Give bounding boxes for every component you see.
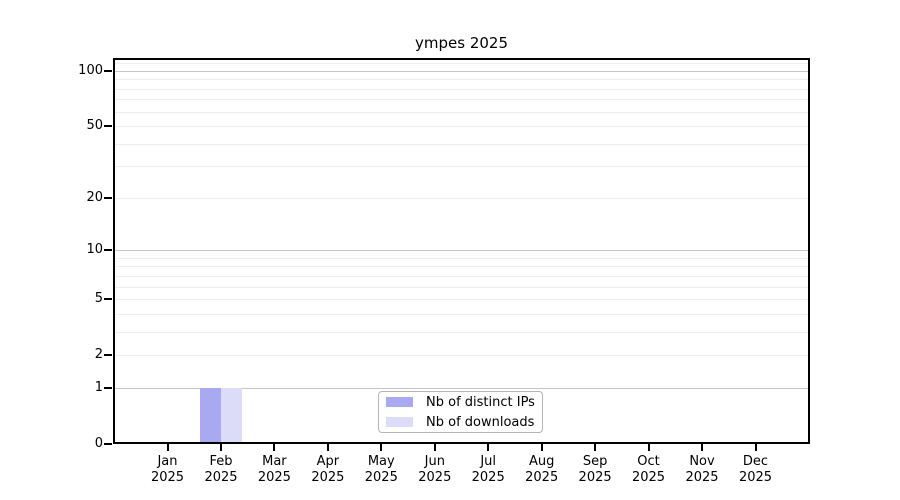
minor-gridline-20 — [113, 197, 810, 199]
minor-gridline-9 — [113, 257, 810, 259]
x-tick-apr-2025 — [326, 444, 329, 451]
y-tick-label-0: 0 — [94, 436, 103, 451]
x-tick-jan-2025 — [166, 444, 169, 451]
major-gridline-1 — [113, 388, 810, 389]
bar-feb-2025-series-1 — [221, 388, 242, 444]
gridline-layer — [113, 58, 810, 444]
y-tick-label-10: 10 — [86, 242, 103, 258]
x-tick-label-jan-2025: Jan 2025 — [136, 454, 200, 486]
x-tick-month: Feb — [209, 454, 233, 469]
x-tick-aug-2025 — [540, 444, 543, 451]
minor-gridline-60 — [113, 111, 810, 113]
x-tick-label-sep-2025: Sep 2025 — [563, 454, 627, 486]
minor-gridline-90 — [113, 79, 810, 81]
axis-layer: 100 50 20 10 5 2 1 0 Jan 2025 Feb 2025 Mar 2025 Apr 202… — [78, 58, 810, 485]
minor-gridline-110 — [113, 63, 810, 65]
y-tick-label-2: 2 — [94, 347, 103, 363]
x-tick-may-2025 — [380, 444, 383, 451]
minor-gridline-70 — [113, 99, 810, 101]
y-tick-2 — [104, 354, 112, 357]
y-tick-20 — [104, 196, 112, 199]
x-tick-mar-2025 — [273, 444, 276, 451]
y-tick-label-1: 1 — [94, 380, 103, 395]
x-tick-year: 2025 — [578, 470, 612, 485]
x-tick-month: Nov — [689, 454, 715, 469]
chart-title: ympes 2025 — [415, 34, 508, 52]
x-tick-year: 2025 — [738, 470, 773, 485]
x-tick-label-apr-2025: Apr 2025 — [296, 454, 360, 486]
x-tick-dec-2025 — [754, 444, 757, 451]
minor-gridline-6 — [113, 286, 810, 288]
bar-feb-2025-series-0 — [200, 388, 221, 444]
minor-gridline-50 — [113, 126, 810, 128]
x-tick-month: Mar — [262, 454, 287, 469]
x-tick-label-oct-2025: Oct 2025 — [617, 454, 681, 486]
legend-item-downloads: Nb of downloads — [386, 412, 542, 432]
x-tick-label-feb-2025: Feb 2025 — [189, 454, 253, 486]
minor-gridline-40 — [113, 143, 810, 145]
y-tick-label-20: 20 — [86, 189, 103, 205]
x-tick-label-aug-2025: Aug 2025 — [510, 454, 574, 486]
x-tick-jun-2025 — [433, 444, 436, 451]
x-tick-year: 2025 — [418, 470, 452, 485]
minor-gridline-3 — [113, 331, 810, 333]
y-tick-1 — [104, 387, 112, 389]
x-tick-month: Apr — [316, 454, 340, 469]
x-tick-year: 2025 — [257, 470, 291, 485]
x-tick-month: May — [367, 454, 395, 469]
x-tick-year: 2025 — [471, 470, 505, 485]
x-tick-month: Jul — [480, 454, 497, 469]
legend: Nb of distinct IPs Nb of downloads — [378, 391, 543, 433]
x-tick-year: 2025 — [311, 470, 345, 485]
minor-gridline-7 — [113, 275, 810, 277]
minor-gridline-8 — [113, 266, 810, 268]
legend-swatch-downloads — [386, 417, 413, 427]
x-tick-oct-2025 — [647, 444, 650, 451]
x-tick-label-jun-2025: Jun 2025 — [403, 454, 467, 486]
y-tick-100 — [104, 69, 112, 72]
y-tick-label-100: 100 — [78, 62, 103, 78]
y-tick-0 — [104, 443, 112, 445]
legend-swatch-distinct-ips — [386, 397, 413, 407]
x-tick-month: Aug — [528, 454, 555, 469]
minor-gridline-4 — [113, 313, 810, 315]
x-tick-feb-2025 — [220, 444, 222, 451]
minor-gridline-5 — [113, 299, 810, 301]
x-tick-month: Jan — [157, 454, 178, 469]
x-tick-year: 2025 — [364, 470, 398, 485]
minor-gridline-2 — [113, 355, 810, 357]
x-tick-month: Sep — [582, 454, 608, 469]
x-tick-year: 2025 — [685, 470, 719, 485]
x-tick-year: 2025 — [631, 470, 666, 485]
x-tick-year: 2025 — [204, 470, 238, 485]
x-tick-label-mar-2025: Mar 2025 — [242, 454, 306, 486]
y-tick-label-5: 5 — [94, 291, 103, 307]
legend-item-distinct-ips: Nb of distinct IPs — [386, 392, 542, 412]
major-gridline-10 — [113, 250, 810, 252]
minor-gridline-30 — [113, 166, 810, 168]
y-tick-10 — [104, 249, 112, 252]
x-tick-sep-2025 — [594, 444, 597, 451]
x-tick-month: Oct — [637, 454, 660, 469]
x-tick-label-jul-2025: Jul 2025 — [456, 454, 520, 486]
x-tick-label-may-2025: May 2025 — [349, 454, 413, 486]
x-tick-jul-2025 — [487, 444, 490, 451]
y-tick-5 — [104, 298, 112, 301]
x-tick-nov-2025 — [701, 444, 703, 451]
legend-label-downloads: Nb of downloads — [426, 414, 535, 430]
minor-gridline-80 — [113, 88, 810, 90]
x-tick-label-nov-2025: Nov 2025 — [670, 454, 734, 486]
x-tick-month: Jun — [424, 454, 445, 469]
x-tick-label-dec-2025: Dec 2025 — [724, 454, 788, 486]
y-tick-label-50: 50 — [86, 118, 103, 134]
x-tick-month: Dec — [742, 454, 769, 469]
y-tick-50 — [104, 125, 112, 128]
x-tick-year: 2025 — [150, 470, 185, 485]
legend-label-distinct-ips: Nb of distinct IPs — [426, 394, 535, 410]
major-gridline-100 — [113, 70, 810, 72]
bar-layer — [113, 58, 810, 444]
x-tick-year: 2025 — [525, 470, 559, 485]
